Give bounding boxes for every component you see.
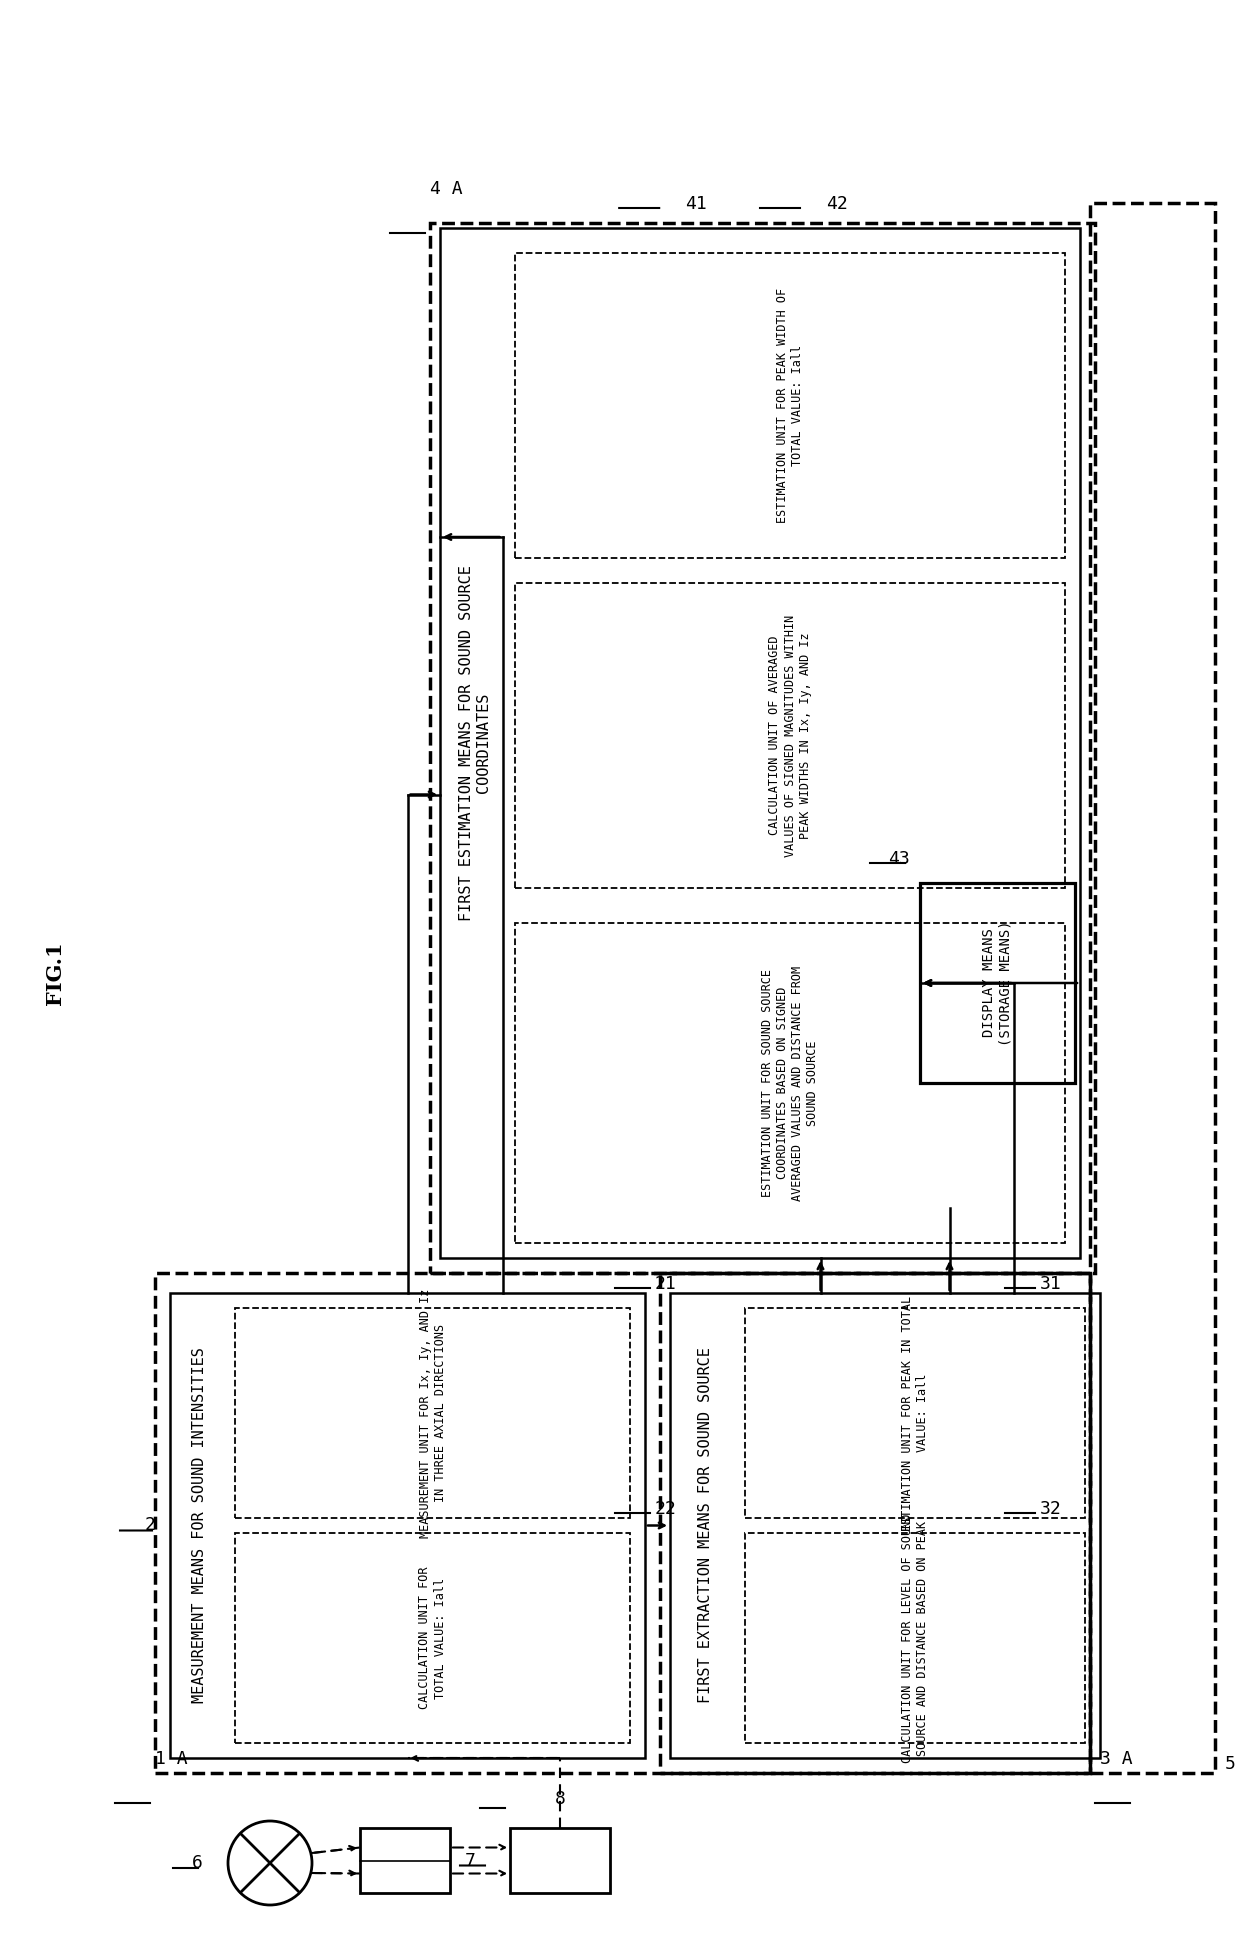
Text: MEASUREMENT MEANS FOR SOUND INTENSITIES: MEASUREMENT MEANS FOR SOUND INTENSITIES [192,1348,207,1703]
Text: CALCULATION UNIT FOR
TOTAL VALUE: Iall: CALCULATION UNIT FOR TOTAL VALUE: Iall [419,1566,446,1709]
Bar [515,254,1065,559]
Text: 5: 5 [1225,1756,1236,1773]
Text: 3 A: 3 A [1100,1750,1132,1767]
Text: 4 A: 4 A [430,180,463,197]
Bar [155,1273,1090,1773]
Text: 7: 7 [465,1851,476,1869]
Bar [745,1309,1085,1517]
Bar [170,1293,645,1758]
Text: CALCULATION UNIT OF AVERAGED
VALUES OF SIGNED MAGNITUDES WITHIN
PEAK WIDTHS IN I: CALCULATION UNIT OF AVERAGED VALUES OF S… [769,615,811,857]
Text: DISPLAY MEANS
(STORAGE MEANS): DISPLAY MEANS (STORAGE MEANS) [982,920,1013,1045]
Text: 32: 32 [1040,1500,1061,1517]
Bar [430,223,1095,1273]
Bar [440,229,1080,1258]
Bar [1090,203,1215,1773]
Bar [515,924,1065,1242]
Text: 21: 21 [655,1275,677,1293]
Text: FIG.1: FIG.1 [45,941,64,1004]
Text: 1 A: 1 A [155,1750,187,1767]
Text: ESTIMATION UNIT FOR PEAK WIDTH OF
TOTAL VALUE: Iall: ESTIMATION UNIT FOR PEAK WIDTH OF TOTAL … [776,287,804,523]
Text: CALCULATION UNIT FOR LEVEL OF SOUND
SOURCE AND DISTANCE BASED ON PEAK: CALCULATION UNIT FOR LEVEL OF SOUND SOUR… [901,1514,929,1764]
Text: 43: 43 [888,850,910,867]
Text: 2: 2 [144,1516,155,1535]
Text: 31: 31 [1040,1275,1061,1293]
Bar [510,1828,610,1892]
Text: FIRST ESTIMATION MEANS FOR SOUND SOURCE
COORDINATES: FIRST ESTIMATION MEANS FOR SOUND SOURCE … [459,564,491,922]
Text: 22: 22 [655,1500,677,1517]
Text: MEASUREMENT UNIT FOR Ix, Iy, AND Iz
IN THREE AXIAL DIRECTIONS: MEASUREMENT UNIT FOR Ix, Iy, AND Iz IN T… [419,1289,446,1537]
Bar [670,1293,1100,1758]
Text: ESTIMATION UNIT FOR PEAK IN TOTAL
VALUE: Iall: ESTIMATION UNIT FOR PEAK IN TOTAL VALUE:… [901,1295,929,1531]
Text: 41: 41 [686,195,707,213]
Bar [360,1828,450,1892]
Text: 8: 8 [554,1791,565,1808]
Bar [515,584,1065,889]
Bar [920,883,1075,1084]
Text: ESTIMATION UNIT FOR SOUND SOURCE
COORDINATES BASED ON SIGNED
AVERAGED VALUES AND: ESTIMATION UNIT FOR SOUND SOURCE COORDIN… [761,965,818,1201]
Bar [236,1533,630,1742]
Text: FIRST EXTRACTION MEANS FOR SOUND SOURCE: FIRST EXTRACTION MEANS FOR SOUND SOURCE [697,1348,713,1703]
Text: 42: 42 [826,195,848,213]
Bar [236,1309,630,1517]
Bar [745,1533,1085,1742]
Bar [660,1273,1090,1773]
Text: 6: 6 [192,1853,203,1873]
